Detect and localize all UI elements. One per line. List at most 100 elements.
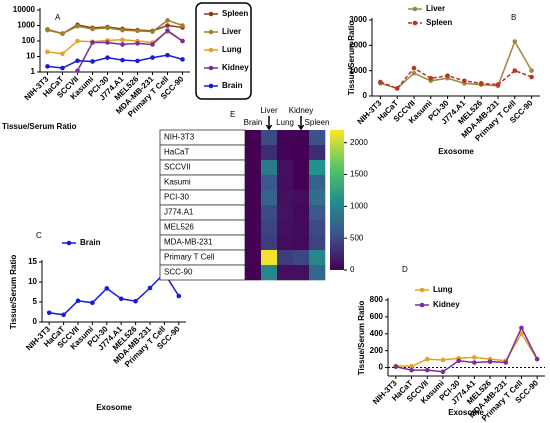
- panel-label: E: [230, 110, 235, 119]
- row-label: MDA-MB-231: [164, 238, 213, 247]
- heat-cell: [245, 220, 262, 236]
- row-label: Primary T Cell: [164, 253, 215, 262]
- x-axis-title: Exosome: [96, 403, 132, 412]
- heat-cell: [245, 175, 262, 191]
- point: [105, 55, 110, 60]
- point: [180, 38, 185, 44]
- legend-marker: [66, 240, 72, 246]
- legend-label: Liver: [426, 4, 445, 13]
- point: [529, 74, 534, 80]
- point: [75, 298, 81, 304]
- y-tick-label: 0: [379, 363, 384, 372]
- point: [512, 39, 518, 44]
- heat-cell: [277, 175, 294, 191]
- point: [180, 57, 185, 62]
- heat-cell: [261, 145, 278, 161]
- heat-cell: [245, 145, 262, 161]
- colorbar: [330, 130, 344, 270]
- point: [165, 28, 170, 33]
- heat-cell: [245, 250, 262, 266]
- heat-cell: [293, 205, 310, 221]
- legend-label: Kidney: [433, 300, 460, 309]
- panel-label: A: [55, 13, 61, 22]
- point: [519, 325, 524, 331]
- legend-marker: [208, 47, 214, 53]
- heat-cell: [261, 250, 278, 266]
- point: [512, 68, 518, 73]
- heat-cell: [293, 235, 310, 251]
- legend-label: Lung: [433, 285, 453, 294]
- arrow: [297, 116, 305, 131]
- point: [495, 82, 501, 87]
- point: [90, 59, 95, 64]
- heat-cell: [277, 205, 294, 221]
- legend-label: Kidney: [222, 63, 249, 72]
- heat-cell: [261, 190, 278, 206]
- point: [135, 58, 140, 64]
- heat-cell: [277, 160, 294, 176]
- y-tick-label: 5: [33, 297, 38, 306]
- point: [120, 27, 125, 33]
- heat-cell: [293, 175, 310, 191]
- y-tick-label: 600: [370, 312, 384, 321]
- heat-cell: [309, 205, 326, 221]
- row-label: Kasumi: [164, 178, 191, 187]
- point: [456, 358, 461, 364]
- heat-cell: [277, 220, 294, 236]
- point: [478, 81, 484, 86]
- legend-label: Brain: [80, 238, 101, 247]
- heat-cell: [277, 145, 294, 161]
- heat-cell: [293, 145, 310, 161]
- legend-marker: [419, 302, 425, 308]
- point: [45, 49, 50, 55]
- heat-cell: [245, 130, 262, 146]
- point: [529, 68, 534, 73]
- heat-cell: [277, 250, 294, 266]
- heat-cell: [261, 235, 278, 251]
- point: [60, 65, 65, 71]
- y-tick-label: 2000: [349, 40, 367, 49]
- series-line: [47, 19, 183, 35]
- y-tick-label: 10000: [13, 5, 36, 14]
- point: [75, 23, 80, 29]
- point: [105, 25, 110, 31]
- legend-label: Brain: [222, 81, 243, 90]
- point: [61, 312, 66, 318]
- legend-marker: [419, 287, 425, 293]
- legend-marker: [208, 83, 214, 89]
- heat-cell: [261, 130, 278, 146]
- legend-marker: [208, 29, 214, 35]
- heat-cell: [293, 220, 310, 236]
- point: [409, 363, 414, 369]
- legend-label: Liver: [222, 27, 241, 36]
- colorbar-tick-label: 2000: [350, 138, 368, 147]
- colorbar-tick-label: 1500: [350, 170, 368, 179]
- colorbar-tick-label: 0: [350, 265, 355, 274]
- column-label: Lung: [276, 118, 294, 127]
- series-line: [380, 67, 532, 90]
- point: [147, 285, 153, 291]
- heat-cell: [277, 265, 294, 281]
- heat-cell: [261, 205, 278, 221]
- column-label: Liver: [260, 106, 278, 115]
- row-label: NIH-3T3: [164, 133, 195, 142]
- heat-cell: [309, 175, 326, 191]
- heat-cell: [309, 145, 326, 161]
- point: [472, 360, 477, 365]
- point: [428, 75, 434, 81]
- heat-cell: [261, 220, 278, 236]
- point: [534, 356, 540, 362]
- point: [46, 310, 52, 316]
- heat-cell: [277, 235, 294, 251]
- legend-box: [195, 2, 252, 100]
- series-line: [395, 326, 538, 373]
- y-axis-title: Tissue/Serum Ratio: [2, 122, 77, 131]
- series-line: [76, 29, 183, 72]
- heat-cell: [309, 265, 326, 281]
- point: [165, 23, 170, 28]
- y-tick-label: 3000: [349, 15, 367, 24]
- column-label: Spleen: [305, 118, 330, 127]
- row-label: PCI-30: [164, 193, 189, 202]
- point: [120, 42, 125, 47]
- point: [472, 355, 477, 360]
